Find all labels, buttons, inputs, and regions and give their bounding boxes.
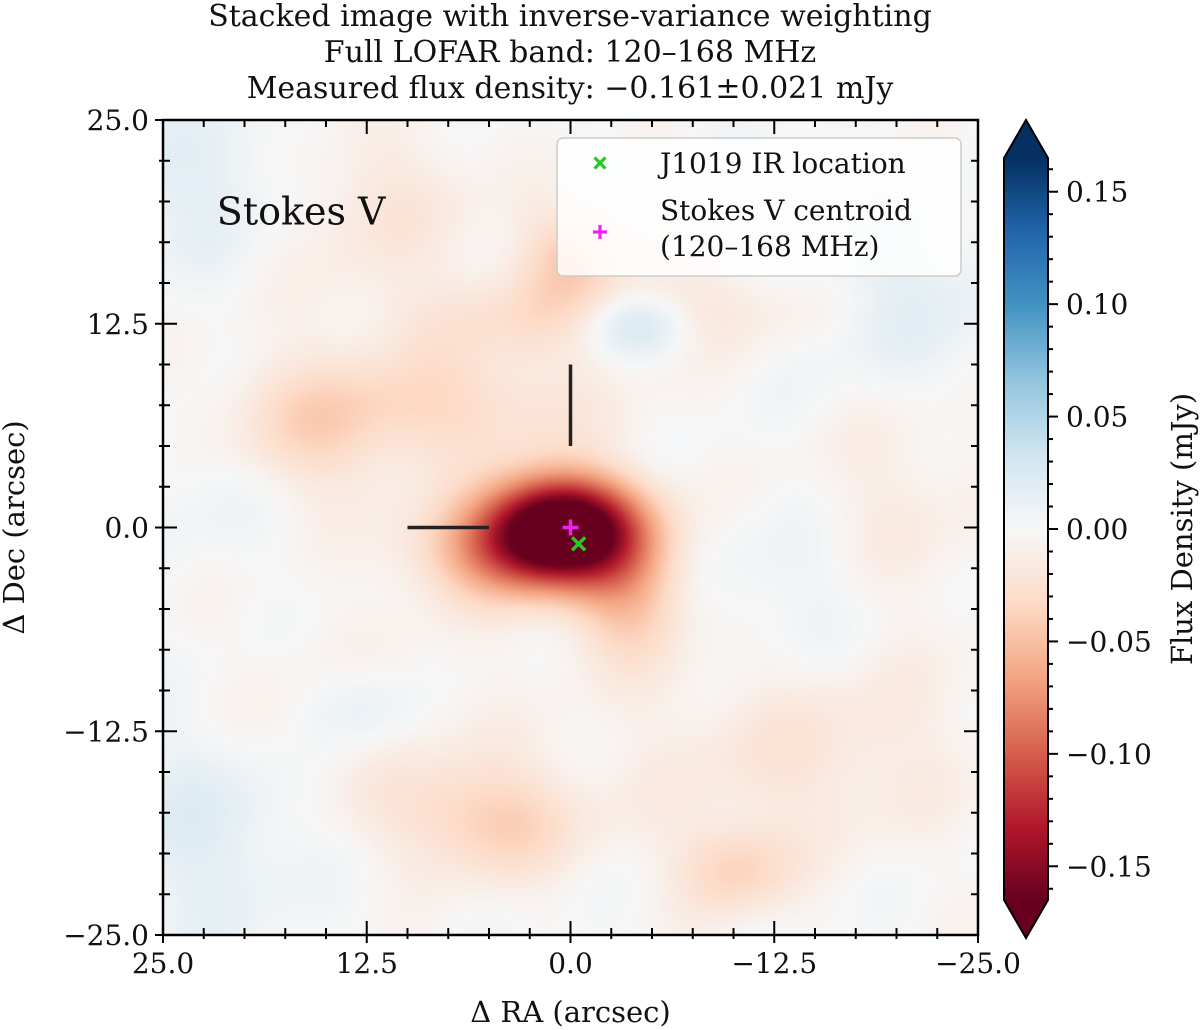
colorbar-extend-bottom (1004, 900, 1048, 938)
x-axis-label: Δ RA (arcsec) (470, 995, 670, 1029)
colorbar-tick-label: 0.05 (1066, 401, 1128, 434)
y-tick-label: 12.5 (87, 308, 149, 341)
colorbar-tick-label: 0.00 (1066, 513, 1128, 546)
title-line-1: Stacked image with inverse-variance weig… (208, 0, 932, 34)
colorbar-label: Flux Density (mJy) (1165, 393, 1199, 665)
y-tick-label: 0.0 (104, 512, 149, 545)
title-line-2: Full LOFAR band: 120–168 MHz (323, 35, 817, 70)
x-tick-label: −12.5 (731, 947, 817, 980)
colorbar-tick-label: −0.05 (1066, 625, 1152, 658)
legend-label-centroid-line2: (120–168 MHz) (660, 230, 879, 263)
legend-label-centroid-line1: Stokes V centroid (660, 194, 912, 227)
colorbar-gradient (1004, 158, 1048, 900)
stokes-v-label: Stokes V (217, 189, 386, 233)
colorbar-extend-top (1004, 120, 1048, 158)
colorbar-tick-label: −0.15 (1066, 850, 1152, 883)
y-tick-label: −12.5 (63, 715, 149, 748)
x-tick-label: 12.5 (336, 947, 398, 980)
y-tick-label: 25.0 (87, 104, 149, 137)
colorbar-outline (1003, 118, 1049, 940)
colorbar-tick-label: 0.15 (1066, 176, 1128, 209)
x-tick-label: 25.0 (132, 947, 194, 980)
centroid-marker (562, 519, 579, 536)
colorbar-tick-label: 0.10 (1066, 288, 1128, 321)
x-tick-label: 0.0 (548, 947, 593, 980)
title-line-3: Measured flux density: −0.161±0.021 mJy (246, 71, 894, 106)
y-axis-label: Δ Dec (arcsec) (0, 420, 31, 634)
ir-location-marker (570, 536, 587, 552)
x-tick-label: −25.0 (935, 947, 1021, 980)
legend-box (556, 137, 962, 277)
colorbar-tick-label: −0.10 (1066, 738, 1152, 771)
legend-label-ir: J1019 IR location (657, 147, 906, 180)
y-tick-label: −25.0 (63, 919, 149, 952)
